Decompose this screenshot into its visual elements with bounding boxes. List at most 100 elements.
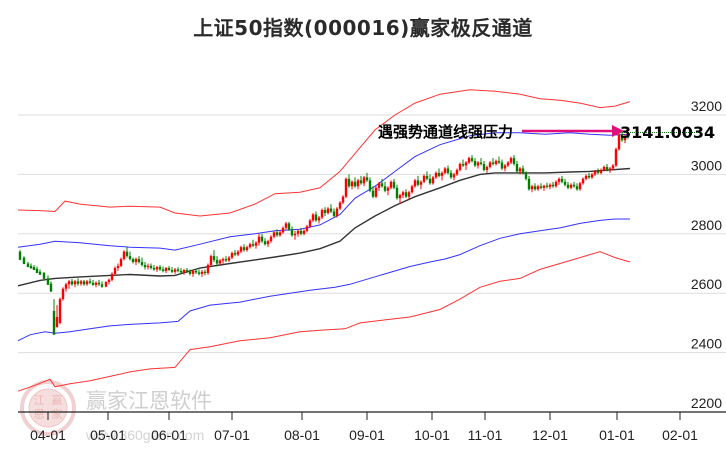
candle	[320, 210, 324, 218]
watermark: 江 赢 恩 家 赢家江恩软件 www.360gann.com	[20, 380, 212, 443]
candle	[107, 279, 111, 282]
candle	[212, 256, 216, 260]
candle	[479, 162, 483, 165]
candle	[215, 259, 219, 264]
candle	[539, 186, 543, 188]
candle	[359, 180, 363, 184]
candle	[128, 256, 132, 260]
candle	[176, 269, 180, 271]
candle	[569, 184, 573, 188]
candle	[29, 265, 33, 269]
candle	[341, 196, 345, 203]
x-tick-label: 04-01	[30, 427, 66, 443]
candle	[428, 178, 432, 184]
candle	[362, 177, 366, 184]
candle	[254, 242, 258, 246]
candle	[326, 208, 330, 214]
x-tick-label: 02-01	[662, 427, 698, 443]
candle	[290, 229, 294, 236]
candle	[197, 272, 201, 274]
candle	[116, 265, 120, 268]
candle	[524, 172, 528, 179]
candle	[593, 171, 597, 175]
candle	[224, 259, 228, 261]
candles	[18, 129, 630, 335]
pressure-annotation: 遇强势通道线强压力 3141.0034	[378, 123, 715, 142]
candle	[278, 232, 282, 236]
candle	[76, 281, 80, 284]
candle	[590, 174, 594, 178]
y-tick-label: 2800	[691, 217, 722, 233]
outer-lower-band-line	[17, 251, 631, 392]
candle	[49, 283, 53, 292]
candle	[251, 244, 255, 246]
candle	[587, 175, 591, 178]
candle	[578, 183, 582, 190]
candle	[476, 162, 480, 166]
candle	[365, 177, 369, 181]
x-tick-label: 10-01	[414, 427, 450, 443]
candle	[500, 162, 504, 169]
candle	[473, 161, 477, 166]
svg-text:赢: 赢	[52, 393, 63, 407]
candle	[443, 168, 447, 173]
candle	[182, 270, 186, 273]
candle	[245, 247, 249, 251]
candle	[323, 210, 327, 214]
candle	[206, 264, 210, 274]
candle	[149, 265, 153, 268]
candle	[509, 158, 513, 163]
candle	[143, 264, 147, 268]
candle	[82, 281, 86, 285]
candle	[602, 166, 606, 170]
candle	[599, 169, 603, 173]
candle	[527, 178, 531, 190]
candle	[413, 180, 417, 187]
y-tick-label: 2600	[691, 276, 722, 292]
candle	[161, 269, 165, 271]
candle	[242, 247, 246, 251]
candle	[383, 186, 387, 191]
x-axis: 04-01 05-01 06-01 07-01 08-01 09-01 10-01 11-01…	[18, 411, 726, 443]
y-tick-label: 3000	[691, 157, 722, 173]
candle	[386, 187, 390, 191]
candle	[185, 270, 189, 272]
candle	[530, 186, 534, 190]
candle	[626, 135, 630, 138]
candle	[614, 149, 618, 166]
candle	[581, 178, 585, 184]
candle	[46, 278, 50, 285]
candle	[446, 168, 450, 173]
candle	[368, 180, 372, 191]
candle	[518, 168, 522, 172]
y-tick-label: 2200	[691, 395, 722, 411]
candle	[248, 244, 252, 248]
candle	[152, 267, 156, 270]
candle	[146, 265, 150, 268]
candle	[119, 259, 123, 266]
x-tick-label: 07-01	[214, 427, 250, 443]
candle	[167, 267, 171, 271]
candle	[22, 257, 26, 265]
candle	[26, 263, 30, 268]
candle	[73, 281, 77, 285]
candle	[179, 270, 183, 273]
x-tick-label: 09-01	[349, 427, 385, 443]
candle	[55, 316, 59, 328]
candle	[455, 169, 459, 175]
candle	[554, 181, 558, 187]
candle	[191, 270, 195, 274]
candle	[188, 271, 192, 274]
candle	[203, 271, 207, 274]
candle	[275, 232, 279, 236]
candle	[434, 172, 438, 178]
candle	[440, 172, 444, 176]
svg-text:江: 江	[34, 394, 45, 407]
candle	[296, 230, 300, 234]
candle	[314, 214, 318, 221]
candle	[422, 175, 426, 182]
candle	[42, 273, 46, 279]
candle	[122, 251, 126, 260]
candle	[584, 175, 588, 179]
